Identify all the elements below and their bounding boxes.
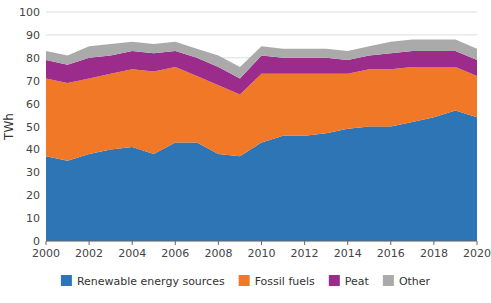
area — [46, 51, 477, 95]
x-tick — [175, 241, 176, 245]
x-tick-label: 2016 — [377, 247, 405, 260]
x-tick-label: 2018 — [420, 247, 448, 260]
x-tick-label: 2020 — [463, 247, 491, 260]
area — [46, 67, 477, 161]
x-tick-label: 2004 — [118, 247, 146, 260]
x-tick-label: 2014 — [334, 247, 362, 260]
x-tick — [390, 241, 391, 245]
grid — [46, 12, 477, 241]
x-tick-label: 2000 — [32, 247, 60, 260]
y-tick-label: 40 — [26, 143, 40, 156]
x-tick-label: 2008 — [204, 247, 232, 260]
y-axis-label: TWh — [2, 113, 16, 141]
y-tick-label: 10 — [26, 212, 40, 225]
x-tick-label: 2006 — [161, 247, 189, 260]
x-tick — [218, 241, 219, 245]
y-tick-label: 50 — [26, 121, 40, 134]
legend-label: Fossil fuels — [255, 275, 315, 288]
legend-swatch — [61, 275, 72, 286]
x-tick — [46, 241, 47, 245]
x-tick-label: 2002 — [75, 247, 103, 260]
y-tick-label: 100 — [19, 6, 40, 19]
legend-label: Other — [399, 275, 431, 288]
x-tick — [261, 241, 262, 245]
grid-line — [46, 12, 477, 13]
x-tick-label: 2012 — [291, 247, 319, 260]
legend-label: Peat — [345, 275, 370, 288]
grid-line — [46, 34, 477, 35]
y-tick-label: 90 — [26, 29, 40, 42]
legend-swatch — [239, 275, 250, 286]
legend: Renewable energy sources Fossil fuels Peat… — [61, 275, 431, 288]
legend-swatch — [383, 275, 394, 286]
y-tick-label: 80 — [26, 52, 40, 65]
x-tick — [477, 241, 478, 245]
y-tick-label: 60 — [26, 98, 40, 111]
area — [46, 39, 477, 78]
x-tick — [347, 241, 348, 245]
chart: 0102030405060708090100200020022004200620… — [0, 0, 491, 303]
x-tick — [304, 241, 305, 245]
areas — [46, 39, 477, 241]
y-tick-label: 70 — [26, 75, 40, 88]
x-tick — [132, 241, 133, 245]
legend-swatch — [329, 275, 340, 286]
x-tick-label: 2010 — [248, 247, 276, 260]
y-tick-label: 20 — [26, 189, 40, 202]
legend-label: Renewable energy sources — [77, 275, 225, 288]
y-tick-label: 30 — [26, 166, 40, 179]
x-tick — [433, 241, 434, 245]
x-tick — [89, 241, 90, 245]
